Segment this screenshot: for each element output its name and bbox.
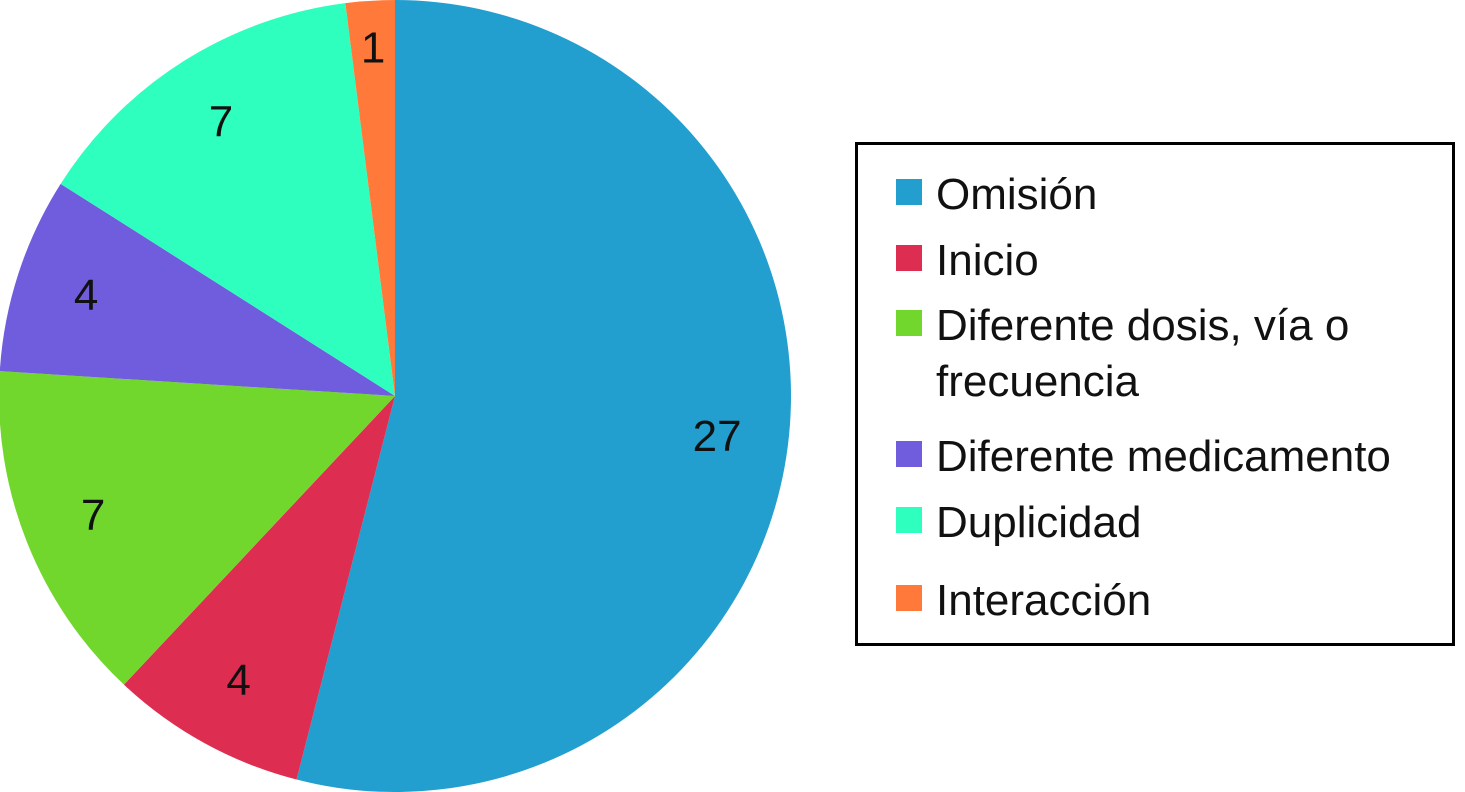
legend-label: Interacción — [936, 576, 1152, 625]
pie-slice-diferente-medicamento — [0, 183, 395, 396]
legend-label: Inicio — [936, 236, 1039, 285]
legend-label: Duplicidad — [936, 498, 1142, 547]
pie-slice-diferente-dosis — [0, 371, 395, 685]
legend-swatch — [896, 179, 922, 205]
legend-swatch — [896, 310, 922, 336]
data-label-diferente-dosis: 7 — [81, 491, 105, 540]
legend-item-inicio: Inicio — [896, 233, 1456, 289]
pie-slice-interaccion — [345, 0, 395, 396]
data-label-interaccion: 1 — [361, 24, 385, 73]
legend-swatch — [896, 507, 922, 533]
data-label-omision: 27 — [693, 412, 742, 461]
legend-item-diferente-dosis: Diferente dosis, vía o frecuencia — [896, 298, 1456, 410]
data-label-diferente-medicamento: 4 — [74, 271, 98, 320]
legend-label: Diferente dosis, vía o frecuencia — [936, 301, 1350, 406]
pie-slice-omision — [296, 0, 791, 792]
data-label-duplicidad: 7 — [209, 97, 233, 146]
pie-slice-duplicidad — [60, 3, 395, 396]
legend-item-duplicidad: Duplicidad — [896, 495, 1456, 551]
pie-chart: 27 4 7 4 7 1 — [0, 0, 791, 792]
legend-swatch — [896, 441, 922, 467]
legend-item-diferente-medicamento: Diferente medicamento — [896, 429, 1456, 485]
legend-item-interaccion: Interacción — [896, 573, 1456, 629]
legend-item-omision: Omisión — [896, 167, 1456, 223]
legend-label: Diferente medicamento — [936, 432, 1391, 481]
legend-label: Omisión — [936, 170, 1098, 219]
legend-swatch — [896, 245, 922, 271]
legend-swatch — [896, 585, 922, 611]
data-label-inicio: 4 — [226, 656, 250, 705]
pie-slice-inicio — [123, 396, 396, 780]
legend: Omisión Inicio Diferente dosis, vía o fr… — [855, 142, 1455, 646]
